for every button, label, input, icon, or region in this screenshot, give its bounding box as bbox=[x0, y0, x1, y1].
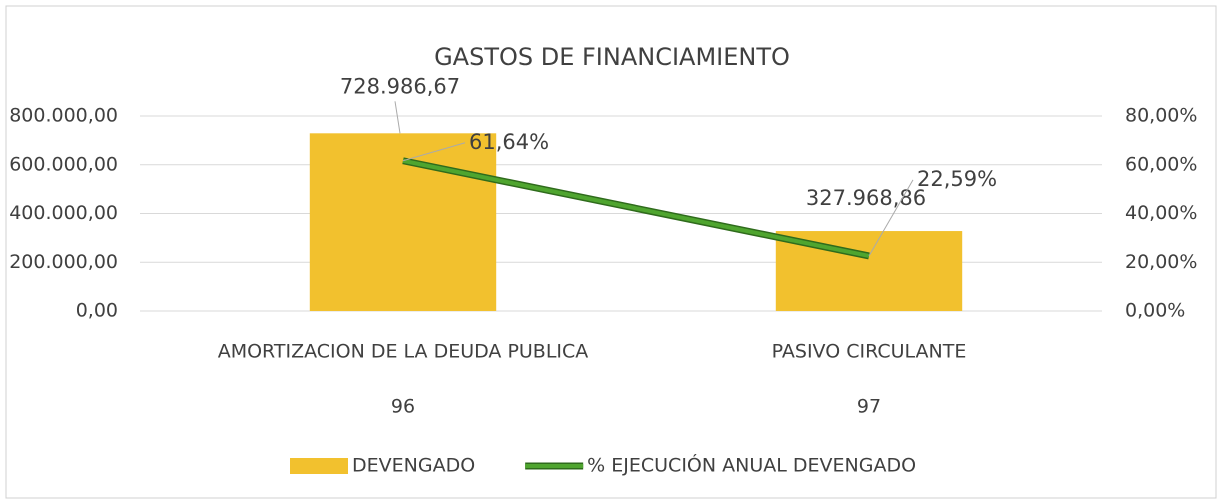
y2-tick-label: 20,00% bbox=[1125, 251, 1197, 273]
y-tick-label: 200.000,00 bbox=[9, 251, 118, 273]
bar bbox=[309, 133, 497, 311]
legend-label: % EJECUCIÓN ANUAL DEVENGADO bbox=[587, 453, 916, 477]
x-tick-label: AMORTIZACION DE LA DEUDA PUBLICA bbox=[218, 341, 589, 363]
x-group-label: 96 bbox=[391, 396, 415, 418]
y-tick-label: 800.000,00 bbox=[9, 105, 118, 127]
y-tick-label: 600.000,00 bbox=[9, 153, 118, 175]
y2-tick-label: 40,00% bbox=[1125, 202, 1197, 224]
leader-line bbox=[868, 179, 914, 257]
data-label: 61,64% bbox=[469, 130, 549, 154]
line bbox=[402, 158, 870, 258]
legend-label: DEVENGADO bbox=[352, 455, 475, 477]
chart-title: GASTOS DE FINANCIAMIENTO bbox=[434, 43, 790, 71]
legend-swatch bbox=[290, 458, 348, 474]
y2-tick-label: 0,00% bbox=[1125, 300, 1185, 322]
x-group-label: 97 bbox=[857, 396, 881, 418]
leader-line bbox=[402, 142, 466, 162]
y2-tick-label: 80,00% bbox=[1125, 105, 1197, 127]
y2-tick-label: 60,00% bbox=[1125, 153, 1197, 175]
data-label: 327.968,86 bbox=[806, 186, 926, 210]
data-label: 728.986,67 bbox=[340, 74, 460, 98]
y-tick-label: 0,00 bbox=[76, 300, 118, 322]
data-label: 22,59% bbox=[917, 167, 997, 191]
chart-border bbox=[5, 5, 1217, 499]
x-tick-label: PASIVO CIRCULANTE bbox=[772, 341, 967, 363]
leader-line bbox=[394, 101, 401, 134]
y-tick-label: 400.000,00 bbox=[9, 202, 118, 224]
